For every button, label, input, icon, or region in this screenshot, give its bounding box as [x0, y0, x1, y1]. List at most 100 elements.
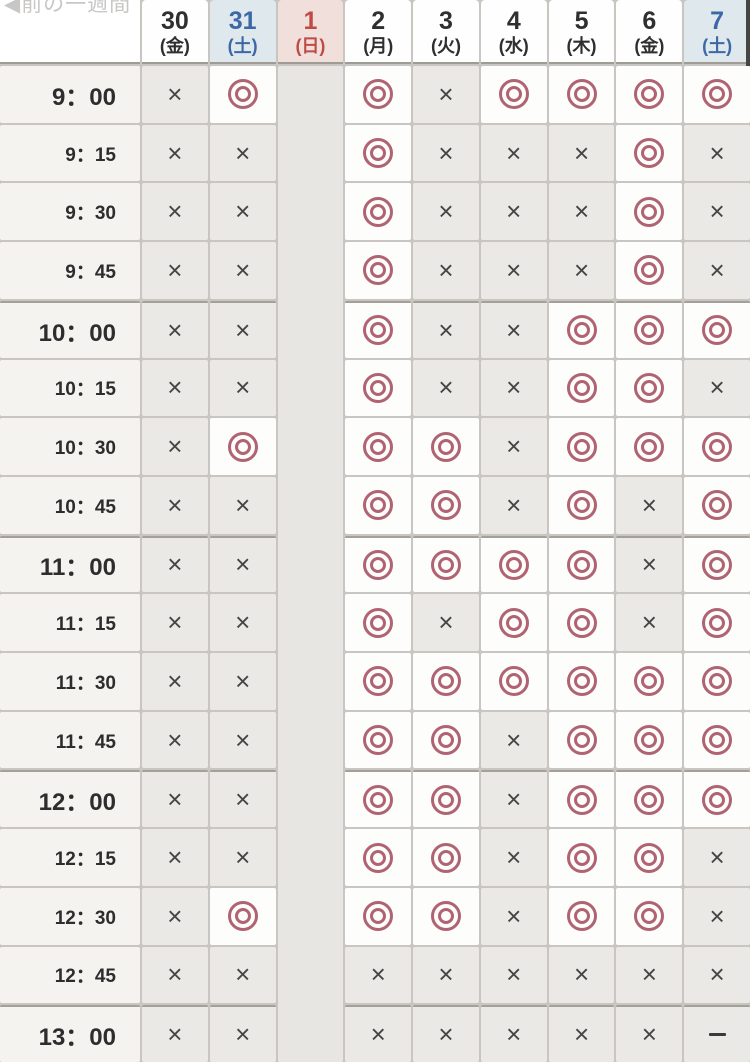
slot-cell[interactable] — [684, 653, 750, 710]
slot-cell[interactable] — [413, 711, 479, 769]
slot-cell[interactable] — [616, 770, 683, 828]
slot-cell[interactable] — [616, 359, 683, 417]
slot-cell[interactable] — [616, 418, 683, 475]
slot-cell[interactable] — [548, 653, 615, 710]
available-icon-inner — [709, 556, 726, 573]
slot-cell[interactable] — [345, 418, 412, 475]
unavailable-icon: × — [573, 959, 590, 990]
date-number: 2 — [371, 7, 386, 36]
slot-cell[interactable] — [684, 66, 750, 123]
slot-cell[interactable] — [413, 535, 479, 593]
slot-cell[interactable] — [209, 418, 276, 475]
slot-cell[interactable] — [413, 418, 479, 475]
slot-cell[interactable] — [345, 594, 412, 652]
slot-cell: × — [142, 594, 208, 652]
available-icon — [363, 138, 394, 169]
slot-cell[interactable] — [345, 124, 412, 182]
slot-cell[interactable] — [616, 183, 683, 241]
slot-cell[interactable] — [413, 829, 479, 886]
unavailable-icon: × — [438, 196, 454, 227]
slot-cell[interactable] — [345, 653, 412, 710]
slot-cell[interactable] — [548, 418, 615, 475]
available-icon-inner — [370, 556, 387, 573]
slot-cell[interactable] — [209, 66, 276, 123]
slot-cell[interactable] — [413, 476, 479, 534]
slot-cell[interactable] — [345, 711, 412, 769]
slot-cell[interactable] — [684, 476, 750, 534]
available-icon-inner — [641, 86, 658, 103]
slot-cell[interactable] — [548, 770, 615, 828]
date-number: 30 — [160, 7, 189, 36]
available-icon — [634, 784, 665, 815]
unavailable-icon: × — [506, 137, 522, 168]
available-icon-inner — [370, 86, 387, 103]
slot-cell[interactable] — [616, 829, 683, 886]
slot-cell[interactable] — [548, 359, 615, 417]
available-icon — [634, 842, 665, 873]
unavailable-icon: × — [709, 842, 725, 873]
slot-cell: × — [616, 1005, 683, 1062]
unavailable-icon: × — [506, 431, 522, 462]
slot-cell[interactable] — [548, 887, 615, 945]
slot-cell[interactable] — [345, 66, 412, 123]
slot-cell[interactable] — [480, 535, 547, 593]
prev-week-link[interactable]: ◀前の一週間 — [4, 0, 132, 16]
slot-cell[interactable] — [548, 594, 615, 652]
available-icon-inner — [573, 614, 590, 631]
available-icon — [363, 901, 394, 932]
slot-cell: × — [480, 829, 547, 886]
slot-cell[interactable] — [616, 653, 683, 710]
slot-cell[interactable] — [548, 66, 615, 123]
available-icon-inner — [370, 849, 387, 866]
slot-cell[interactable] — [345, 829, 412, 886]
slot-cell[interactable] — [616, 887, 683, 945]
slot-cell[interactable] — [345, 300, 412, 358]
date-weekday: (金) — [634, 36, 665, 57]
slot-cell[interactable] — [480, 653, 547, 710]
slot-cell[interactable] — [684, 770, 750, 828]
slot-cell[interactable] — [413, 887, 479, 945]
slot-cell[interactable] — [480, 594, 547, 652]
unavailable-icon: × — [506, 254, 522, 285]
slot-cell[interactable] — [548, 829, 615, 886]
slot-cell[interactable] — [548, 300, 615, 358]
time-label: 12：00 — [0, 770, 140, 828]
slot-cell[interactable] — [345, 359, 412, 417]
slot-cell[interactable] — [616, 242, 683, 299]
available-icon — [430, 549, 461, 580]
available-icon — [702, 666, 733, 697]
slot-cell: × — [413, 359, 479, 417]
closed-day-column — [277, 66, 344, 1062]
slot-cell[interactable] — [345, 476, 412, 534]
slot-cell[interactable] — [616, 66, 683, 123]
unavailable-icon: × — [167, 900, 183, 931]
slot-cell[interactable] — [413, 653, 479, 710]
slot-cell[interactable] — [413, 770, 479, 828]
unavailable-icon: × — [167, 842, 183, 873]
slot-cell[interactable] — [684, 535, 750, 593]
slot-cell[interactable] — [345, 535, 412, 593]
slot-cell[interactable] — [684, 711, 750, 769]
slot-cell: × — [142, 711, 208, 769]
slot-cell[interactable] — [616, 711, 683, 769]
available-icon — [702, 79, 733, 110]
slot-cell[interactable] — [345, 887, 412, 945]
slot-cell: × — [684, 829, 750, 886]
slot-cell[interactable] — [616, 300, 683, 358]
slot-cell[interactable] — [209, 887, 276, 945]
available-icon — [363, 549, 394, 580]
slot-cell[interactable] — [480, 66, 547, 123]
slot-cell[interactable] — [616, 124, 683, 182]
slot-cell[interactable] — [548, 535, 615, 593]
slot-cell[interactable] — [345, 242, 412, 299]
slot-cell[interactable] — [345, 770, 412, 828]
slot-cell[interactable] — [548, 711, 615, 769]
available-icon-inner — [573, 849, 590, 866]
date-number: 7 — [710, 7, 725, 36]
slot-cell[interactable] — [548, 476, 615, 534]
slot-cell[interactable] — [684, 300, 750, 358]
slot-cell[interactable] — [684, 594, 750, 652]
date-number: 31 — [228, 7, 257, 36]
slot-cell[interactable] — [684, 418, 750, 475]
slot-cell[interactable] — [345, 183, 412, 241]
